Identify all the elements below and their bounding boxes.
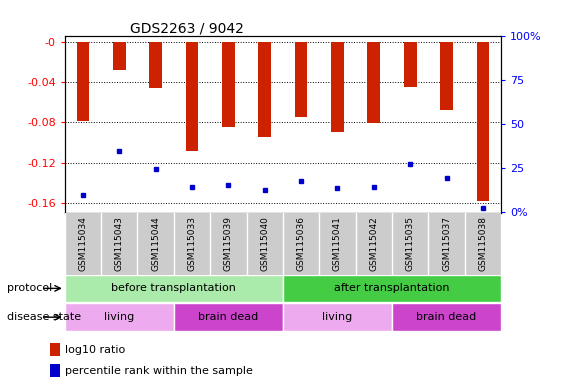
Bar <box>258 41 271 137</box>
Bar <box>294 41 307 117</box>
Text: living: living <box>104 312 135 322</box>
Text: GSM115038: GSM115038 <box>479 216 488 271</box>
Bar <box>186 41 198 151</box>
Text: GSM115036: GSM115036 <box>297 216 306 271</box>
Bar <box>404 41 417 87</box>
Bar <box>50 343 60 356</box>
Bar <box>283 303 392 331</box>
Text: GSM115037: GSM115037 <box>442 216 451 271</box>
Text: GDS2263 / 9042: GDS2263 / 9042 <box>130 22 244 35</box>
Text: protocol: protocol <box>7 283 52 293</box>
Text: GSM115034: GSM115034 <box>78 216 87 271</box>
Text: GSM115041: GSM115041 <box>333 216 342 271</box>
Bar <box>50 364 60 377</box>
Text: percentile rank within the sample: percentile rank within the sample <box>65 366 253 376</box>
Text: living: living <box>323 312 352 322</box>
Text: GSM115043: GSM115043 <box>115 216 124 271</box>
Text: GSM115039: GSM115039 <box>224 216 233 271</box>
Bar <box>368 41 380 123</box>
Text: after transplantation: after transplantation <box>334 283 450 293</box>
Bar <box>222 41 235 127</box>
Bar <box>65 275 283 302</box>
Text: disease state: disease state <box>7 312 82 322</box>
Text: GSM115033: GSM115033 <box>187 216 196 271</box>
Text: GSM115044: GSM115044 <box>151 216 160 271</box>
Text: GSM115035: GSM115035 <box>406 216 415 271</box>
Bar <box>392 303 501 331</box>
Bar <box>65 303 174 331</box>
Bar <box>113 41 126 70</box>
Text: log10 ratio: log10 ratio <box>65 345 126 355</box>
Text: GSM115042: GSM115042 <box>369 216 378 271</box>
Text: brain dead: brain dead <box>198 312 258 322</box>
Bar <box>283 275 501 302</box>
Text: GSM115040: GSM115040 <box>260 216 269 271</box>
Text: brain dead: brain dead <box>417 312 477 322</box>
Bar <box>149 41 162 88</box>
Bar <box>174 303 283 331</box>
Bar <box>440 41 453 110</box>
Bar <box>77 41 90 121</box>
Bar <box>331 41 344 132</box>
Bar <box>476 41 489 201</box>
Text: before transplantation: before transplantation <box>111 283 236 293</box>
